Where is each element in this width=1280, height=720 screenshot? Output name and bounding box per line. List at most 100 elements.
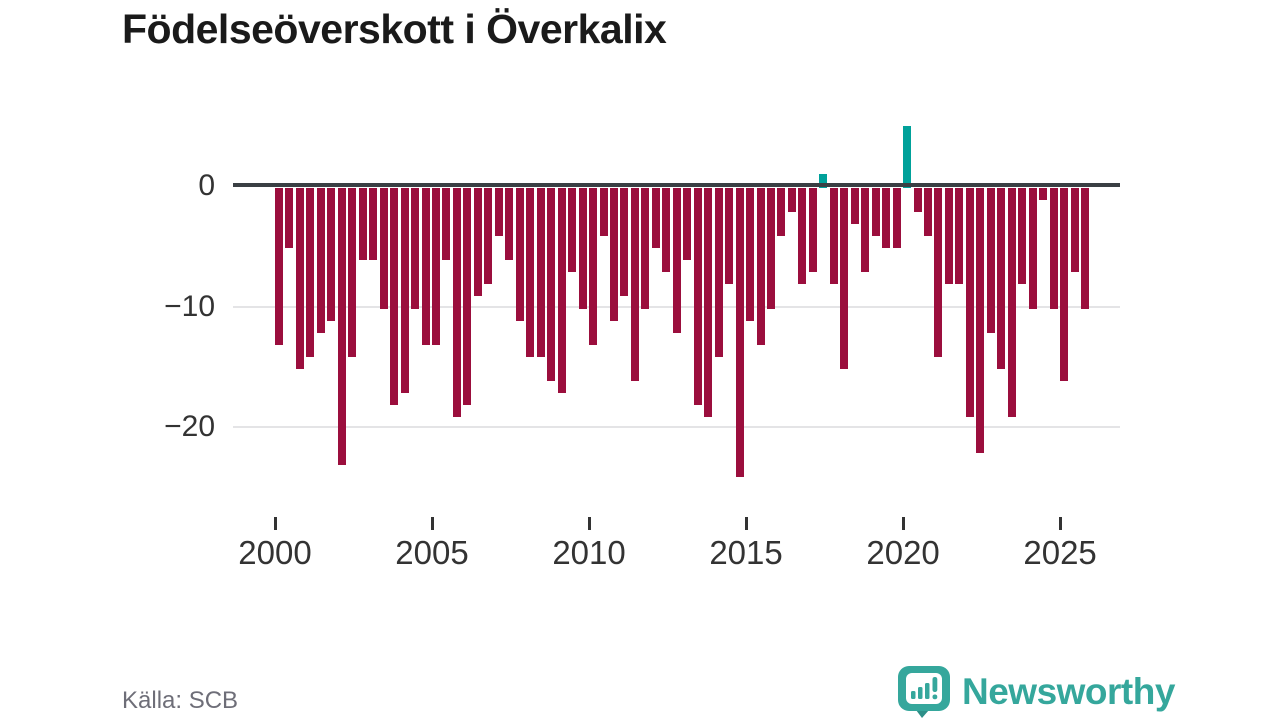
- bar-2022-t2: [976, 188, 985, 454]
- bar-2002-t3: [358, 188, 367, 261]
- bar-2005-t2: [442, 188, 451, 261]
- source-note: Källa: SCB: [122, 687, 239, 714]
- x-axis-tick-2015: [744, 517, 748, 530]
- bar-2009-t1: [557, 188, 566, 393]
- bar-2018-t2: [850, 188, 859, 225]
- x-axis-label-2005: 2005: [395, 534, 469, 571]
- newsworthy-logo-text: Newsworthy: [962, 671, 1175, 712]
- bar-2004-t3: [421, 188, 430, 345]
- bar-2022-t3: [986, 188, 995, 333]
- bar-2011-t1: [620, 188, 629, 297]
- bar-2003-t1: [369, 188, 378, 261]
- bar-2009-t3: [578, 188, 587, 309]
- x-axis-label-2020: 2020: [866, 534, 940, 571]
- gridline-−20: [233, 426, 1120, 428]
- bar-2020-t2: [913, 188, 922, 213]
- bar-2015-t3: [766, 188, 775, 309]
- bar-2021-t1: [934, 188, 943, 357]
- bar-2001-t1: [306, 188, 315, 357]
- bar-2019-t1: [871, 188, 880, 237]
- bar-2013-t1: [683, 188, 692, 261]
- bar-2011-t3: [641, 188, 650, 309]
- bar-2003-t2: [379, 188, 388, 309]
- y-axis-label-−10: −10: [164, 289, 215, 323]
- bar-2009-t2: [568, 188, 577, 273]
- bar-2008-t1: [526, 188, 535, 357]
- bar-2013-t2: [693, 188, 702, 405]
- bar-2021-t3: [955, 188, 964, 285]
- bar-2014-t1: [714, 188, 723, 357]
- bar-2000-t2: [285, 188, 294, 249]
- bar-2015-t2: [756, 188, 765, 345]
- bar-2016-t3: [798, 188, 807, 285]
- bar-2011-t2: [630, 188, 639, 381]
- bar-2019-t2: [882, 188, 891, 249]
- bar-2004-t1: [400, 188, 409, 393]
- y-axis-label-−20: −20: [164, 410, 215, 443]
- bar-2024-t3: [1049, 188, 1058, 309]
- bar-2025-t2: [1070, 188, 1079, 273]
- bar-2022-t1: [965, 188, 974, 417]
- bar-2016-t2: [787, 188, 796, 213]
- bar-2012-t2: [662, 188, 671, 273]
- bar-2010-t1: [589, 188, 598, 345]
- x-axis-zero-line: [233, 183, 1120, 187]
- bar-2014-t3: [735, 188, 744, 478]
- x-axis-label-2015: 2015: [709, 534, 783, 571]
- bar-2000-t3: [295, 188, 304, 369]
- bar-2010-t2: [599, 188, 608, 237]
- bar-2024-t2: [1039, 188, 1048, 201]
- bar-2018-t3: [861, 188, 870, 273]
- x-axis-label-2010: 2010: [552, 534, 626, 571]
- bar-2012-t1: [651, 188, 660, 249]
- page-title: Födelseöverskott i Överkalix: [122, 6, 667, 52]
- bar-2006-t1: [463, 188, 472, 405]
- bar-2023-t3: [1018, 188, 1027, 285]
- x-axis-tick-2010: [587, 517, 591, 530]
- bar-2013-t3: [704, 188, 713, 417]
- bar-2001-t2: [316, 188, 325, 333]
- bar-2008-t3: [547, 188, 556, 381]
- bar-2003-t3: [390, 188, 399, 405]
- bar-2006-t3: [484, 188, 493, 285]
- bar-2021-t2: [944, 188, 953, 285]
- bar-2000-t1: [275, 188, 283, 345]
- bar-2023-t1: [997, 188, 1006, 369]
- bar-2019-t3: [892, 188, 901, 249]
- bar-2007-t2: [505, 188, 514, 261]
- bar-2010-t3: [609, 188, 618, 321]
- bar-2016-t1: [777, 188, 786, 237]
- bar-2017-t1: [808, 188, 817, 273]
- bar-2015-t1: [746, 188, 755, 321]
- bar-2020-t3: [924, 188, 933, 237]
- bar-2004-t2: [411, 188, 420, 309]
- bar-2006-t2: [473, 188, 482, 297]
- bar-2014-t2: [725, 188, 734, 285]
- bar-2017-t2: [819, 173, 828, 188]
- bar-2008-t2: [536, 188, 545, 357]
- bar-2012-t3: [672, 188, 681, 333]
- bar-2007-t1: [494, 188, 503, 237]
- bar-2007-t3: [515, 188, 524, 321]
- bar-2017-t3: [829, 188, 838, 285]
- x-axis-tick-2005: [430, 517, 434, 530]
- bar-2025-t3: [1081, 188, 1090, 309]
- newsworthy-logo-icon: [898, 666, 950, 718]
- bar-2002-t1: [337, 188, 346, 466]
- x-axis-tick-2025: [1058, 517, 1062, 530]
- bar-2002-t2: [348, 188, 357, 357]
- bar-2023-t2: [1007, 188, 1016, 417]
- bar-2024-t1: [1028, 188, 1037, 309]
- bar-2005-t3: [452, 188, 461, 417]
- bar-2018-t1: [840, 188, 849, 369]
- newsworthy-logo: Newsworthy: [898, 666, 1175, 718]
- x-axis-label-2025: 2025: [1023, 534, 1097, 571]
- bar-2005-t1: [432, 188, 441, 345]
- x-axis-tick-2000: [273, 517, 277, 530]
- x-axis-label-2000: 2000: [238, 534, 312, 571]
- bar-2025-t1: [1060, 188, 1069, 381]
- x-axis-tick-2020: [901, 517, 905, 530]
- bar-2001-t3: [327, 188, 336, 321]
- y-axis-label-0: 0: [198, 169, 215, 202]
